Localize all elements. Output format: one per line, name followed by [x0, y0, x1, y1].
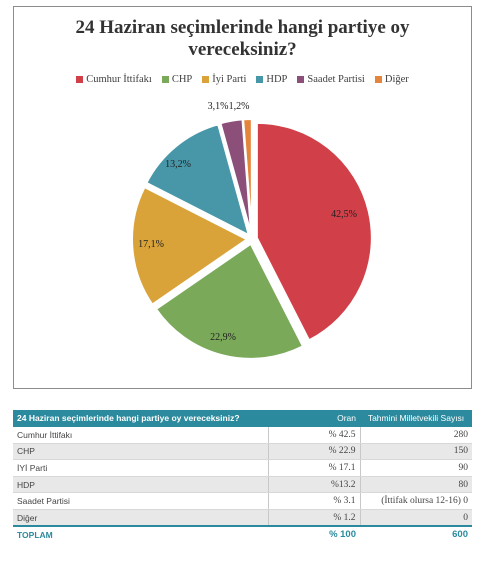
chart-frame: 24 Haziran seçimlerinde hangi partiye oy… — [13, 6, 472, 389]
pie-chart: 42,5% 22,9% 17,1% 13,2% 3,1% 1,2% — [131, 101, 373, 360]
data-label: 1,2% — [229, 101, 250, 112]
party-cell: CHP — [13, 443, 269, 461]
mp-cell: 0 — [360, 509, 472, 527]
legend-item: Saadet Partisi — [297, 74, 365, 85]
party-cell: İYİ Parti — [13, 459, 269, 477]
rate-cell: %13.2 — [268, 476, 361, 494]
chart-title-line-2: vereceksiniz? — [188, 39, 297, 60]
results-table: 24 Haziran seçimlerinde hangi partiye oy… — [13, 410, 472, 543]
mp-cell: 150 — [360, 443, 472, 461]
table-row: Cumhur İttifakı % 42.5 280 — [13, 426, 472, 444]
data-label: 42,5% — [331, 209, 357, 220]
total-rate: % 100 — [268, 525, 360, 543]
mp-cell: 90 — [360, 459, 472, 477]
legend-label: İyi Parti — [212, 74, 247, 85]
legend-item: HDP — [256, 74, 287, 85]
party-cell: Cumhur İttifakı — [13, 426, 269, 444]
legend-item: CHP — [161, 74, 193, 85]
table-header-row: 24 Haziran seçimlerinde hangi partiye oy… — [13, 410, 472, 427]
legend-item: Diğer — [374, 74, 409, 85]
legend-item: İyi Parti — [202, 74, 246, 85]
legend-label: Diğer — [384, 74, 409, 85]
total-label: TOPLAM — [13, 525, 268, 543]
pie-slice — [145, 123, 251, 238]
rate-cell: % 1.2 — [268, 509, 361, 527]
legend-label: CHP — [171, 74, 193, 85]
legend-swatch — [297, 76, 305, 83]
table-header-question: 24 Haziran seçimlerinde hangi partiye oy… — [13, 410, 268, 427]
chart-title-line-1: 24 Haziran seçimlerinde hangi partiye oy — [75, 17, 410, 38]
mp-cell: 80 — [360, 476, 472, 494]
table-row: Diğer % 1.2 0 — [13, 509, 472, 527]
data-label: 13,2% — [165, 159, 191, 170]
party-cell: Diğer — [13, 509, 269, 527]
table-row: İYİ Parti % 17.1 90 — [13, 459, 472, 477]
pie-slice — [154, 242, 305, 360]
legend-swatch — [161, 76, 169, 83]
pie-slice — [242, 118, 253, 235]
mp-cell: 280 — [360, 426, 472, 444]
data-label: 3,1% — [208, 101, 229, 112]
rate-cell: % 42.5 — [268, 426, 361, 444]
data-label: 22,9% — [210, 332, 236, 343]
total-mp: 600 — [360, 525, 472, 543]
legend-swatch — [256, 76, 264, 83]
legend-label: Saadet Partisi — [307, 74, 365, 85]
chart-legend: Cumhur İttifakı CHP İyi Parti HDP Saadet… — [14, 74, 471, 85]
table-row: Saadet Partisi % 3.1 (İttifak olursa 12-… — [13, 492, 472, 511]
table-total-row: TOPLAM % 100 600 — [13, 525, 472, 543]
rate-cell: % 3.1 — [268, 492, 361, 511]
pie-slice — [255, 121, 373, 342]
data-label: 17,1% — [138, 239, 164, 250]
table-row: HDP %13.2 80 — [13, 476, 472, 494]
legend-swatch — [374, 76, 382, 83]
legend-swatch — [202, 76, 210, 83]
rate-cell: % 17.1 — [268, 459, 361, 477]
party-cell: Saadet Partisi — [13, 492, 269, 511]
legend-label: Cumhur İttifakı — [86, 74, 152, 85]
rate-cell: % 22.9 — [268, 443, 361, 461]
mp-cell: (İttifak olursa 12-16) 0 — [360, 492, 472, 511]
table-header-mp: Tahmini Milletvekili Sayısı — [360, 410, 472, 427]
pie-slice — [131, 185, 249, 306]
legend-item: Cumhur İttifakı — [76, 74, 152, 85]
legend-label: HDP — [266, 74, 288, 85]
legend-swatch — [76, 76, 84, 83]
table-row: CHP % 22.9 150 — [13, 443, 472, 461]
table-header-rate: Oran — [268, 410, 360, 427]
party-cell: HDP — [13, 476, 269, 494]
chart-title: 24 Haziran seçimlerinde hangi partiye oy… — [14, 17, 471, 61]
